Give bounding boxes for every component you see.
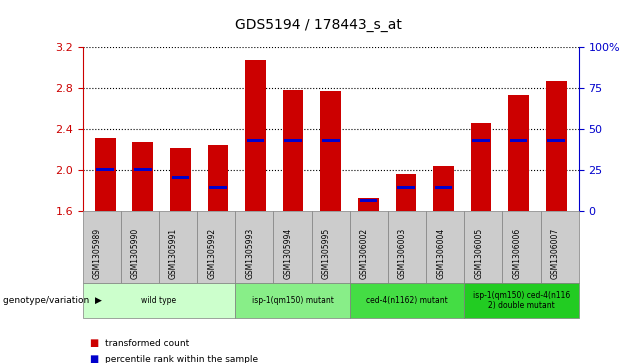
Bar — [134, 168, 151, 171]
Bar — [247, 139, 265, 142]
Bar — [434, 186, 452, 189]
Text: isp-1(qm150) mutant: isp-1(qm150) mutant — [252, 296, 333, 305]
Bar — [321, 91, 341, 211]
Text: ced-4(n1162) mutant: ced-4(n1162) mutant — [366, 296, 448, 305]
Text: GDS5194 / 178443_s_at: GDS5194 / 178443_s_at — [235, 18, 401, 32]
Bar — [397, 186, 415, 189]
Bar — [283, 90, 303, 211]
Text: GSM1306002: GSM1306002 — [360, 228, 369, 279]
Bar — [508, 95, 529, 211]
Bar — [97, 168, 114, 171]
Text: GSM1306007: GSM1306007 — [551, 228, 560, 279]
Text: percentile rank within the sample: percentile rank within the sample — [105, 355, 258, 363]
Bar — [95, 138, 116, 211]
Bar — [473, 139, 490, 142]
Bar — [284, 139, 302, 142]
Bar — [396, 174, 416, 211]
Text: isp-1(qm150) ced-4(n116
2) double mutant: isp-1(qm150) ced-4(n116 2) double mutant — [473, 291, 570, 310]
Bar — [359, 199, 377, 202]
Text: wild type: wild type — [141, 296, 177, 305]
Text: GSM1306005: GSM1306005 — [474, 228, 483, 279]
Text: GSM1305994: GSM1305994 — [284, 228, 293, 279]
Text: GSM1305992: GSM1305992 — [207, 228, 216, 279]
Text: GSM1305989: GSM1305989 — [93, 228, 102, 279]
Text: genotype/variation  ▶: genotype/variation ▶ — [3, 296, 102, 305]
Bar — [322, 139, 340, 142]
Bar — [132, 142, 153, 211]
Text: GSM1305993: GSM1305993 — [245, 228, 254, 279]
Bar — [433, 166, 454, 211]
Bar — [209, 186, 227, 189]
Bar — [358, 198, 378, 211]
Text: GSM1305990: GSM1305990 — [131, 228, 140, 279]
Bar — [548, 139, 565, 142]
Bar — [207, 145, 228, 211]
Bar — [172, 176, 189, 179]
Text: ■: ■ — [89, 338, 99, 348]
Bar — [471, 123, 492, 211]
Bar — [546, 81, 567, 211]
Bar — [510, 139, 527, 142]
Text: GSM1306006: GSM1306006 — [513, 228, 522, 279]
Text: GSM1306004: GSM1306004 — [436, 228, 445, 279]
Bar — [170, 148, 191, 211]
Text: ■: ■ — [89, 354, 99, 363]
Text: GSM1306003: GSM1306003 — [398, 228, 407, 279]
Text: transformed count: transformed count — [105, 339, 189, 347]
Bar — [245, 61, 266, 211]
Text: GSM1305995: GSM1305995 — [322, 228, 331, 279]
Text: GSM1305991: GSM1305991 — [169, 228, 178, 279]
